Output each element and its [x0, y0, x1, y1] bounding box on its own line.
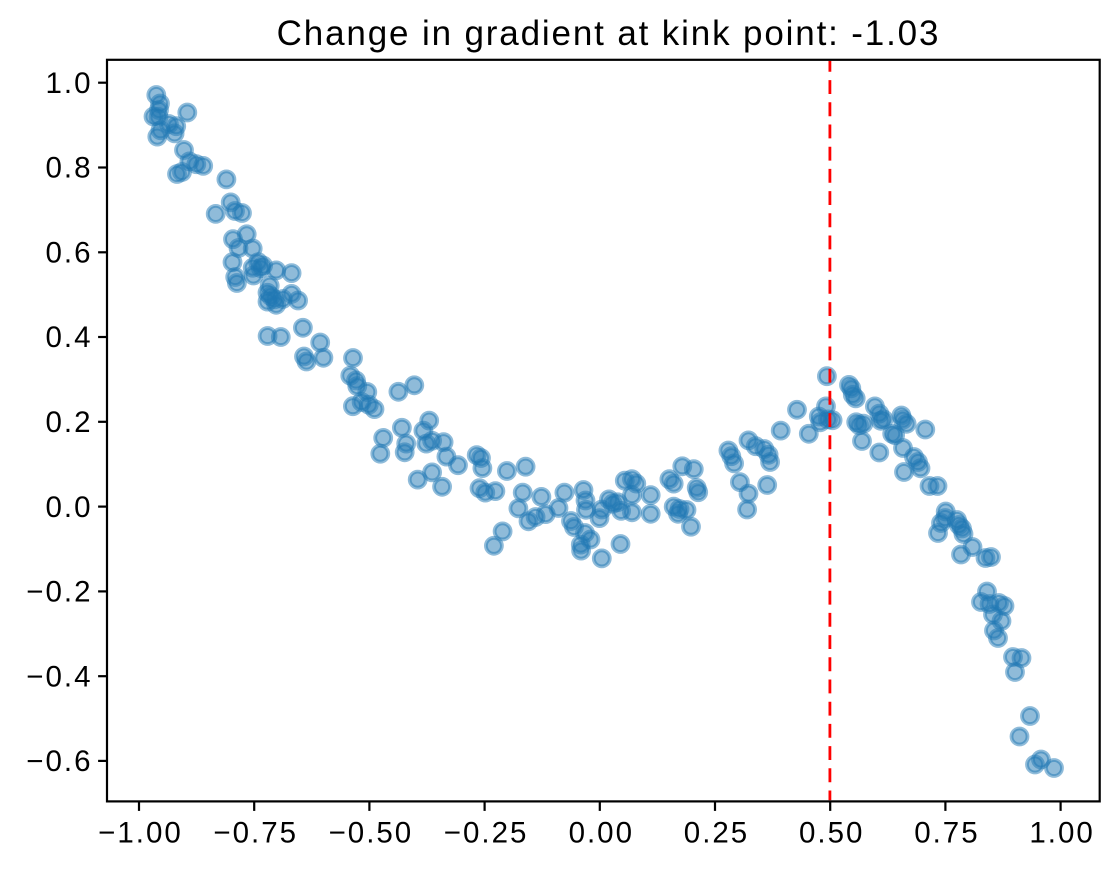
svg-text:1.00: 1.00 — [1029, 817, 1094, 850]
svg-text:−0.6: −0.6 — [26, 745, 92, 778]
svg-text:0.6: 0.6 — [45, 237, 92, 270]
svg-text:−0.50: −0.50 — [329, 817, 414, 850]
svg-text:0.8: 0.8 — [45, 152, 92, 185]
svg-text:0.2: 0.2 — [45, 406, 92, 439]
svg-text:Change in gradient at kink poi: Change in gradient at kink point: -1.03 — [277, 14, 941, 53]
svg-text:−0.75: −0.75 — [213, 817, 298, 850]
svg-text:0.4: 0.4 — [45, 321, 92, 354]
svg-text:0.25: 0.25 — [684, 817, 749, 850]
svg-text:−0.2: −0.2 — [26, 576, 92, 609]
svg-text:0.50: 0.50 — [799, 817, 864, 850]
svg-text:0.0: 0.0 — [45, 491, 92, 524]
svg-text:0.75: 0.75 — [914, 817, 979, 850]
svg-text:−1.00: −1.00 — [98, 817, 183, 850]
svg-text:−0.25: −0.25 — [444, 817, 529, 850]
svg-text:0.00: 0.00 — [569, 817, 634, 850]
svg-text:1.0: 1.0 — [45, 67, 92, 100]
svg-text:−0.4: −0.4 — [26, 660, 92, 693]
